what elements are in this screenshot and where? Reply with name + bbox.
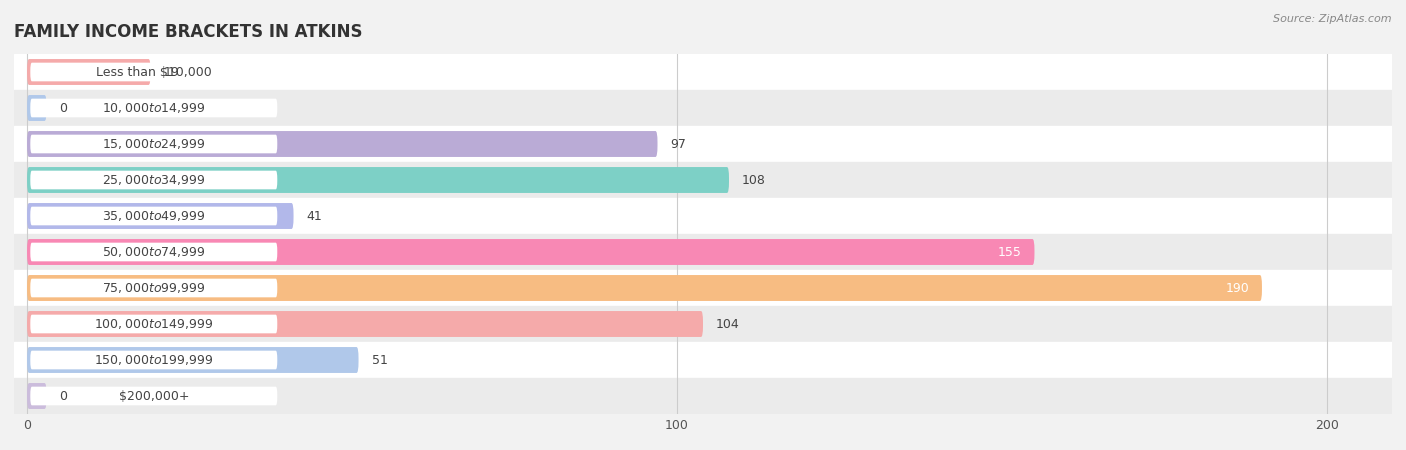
Text: $35,000 to $49,999: $35,000 to $49,999 [103,209,205,223]
Text: FAMILY INCOME BRACKETS IN ATKINS: FAMILY INCOME BRACKETS IN ATKINS [14,23,363,41]
FancyBboxPatch shape [31,135,277,153]
Bar [14,342,1392,378]
FancyBboxPatch shape [31,63,277,81]
Text: $50,000 to $74,999: $50,000 to $74,999 [103,245,205,259]
Text: 51: 51 [371,354,388,366]
Text: Less than $10,000: Less than $10,000 [96,66,212,78]
FancyBboxPatch shape [27,275,1263,301]
FancyBboxPatch shape [27,239,1035,265]
Bar [14,270,1392,306]
Bar [14,126,1392,162]
FancyBboxPatch shape [27,95,46,121]
FancyBboxPatch shape [27,383,46,409]
Bar [14,306,1392,342]
Bar [14,234,1392,270]
FancyBboxPatch shape [31,279,277,297]
Bar [14,90,1392,126]
Bar [14,198,1392,234]
FancyBboxPatch shape [31,387,277,405]
FancyBboxPatch shape [27,203,294,229]
Text: 97: 97 [671,138,686,150]
Text: $75,000 to $99,999: $75,000 to $99,999 [103,281,205,295]
FancyBboxPatch shape [27,347,359,373]
FancyBboxPatch shape [27,311,703,337]
Text: 0: 0 [59,390,67,402]
Text: 0: 0 [59,102,67,114]
FancyBboxPatch shape [31,99,277,117]
Text: Source: ZipAtlas.com: Source: ZipAtlas.com [1274,14,1392,23]
Text: $200,000+: $200,000+ [118,390,188,402]
Text: $25,000 to $34,999: $25,000 to $34,999 [103,173,205,187]
Text: $15,000 to $24,999: $15,000 to $24,999 [103,137,205,151]
Text: $150,000 to $199,999: $150,000 to $199,999 [94,353,214,367]
Text: 190: 190 [1225,282,1249,294]
FancyBboxPatch shape [27,59,150,85]
Text: $10,000 to $14,999: $10,000 to $14,999 [103,101,205,115]
Bar [14,54,1392,90]
Text: 108: 108 [742,174,766,186]
Text: 41: 41 [307,210,322,222]
Text: 155: 155 [998,246,1022,258]
Bar [14,378,1392,414]
Text: 19: 19 [163,66,180,78]
FancyBboxPatch shape [27,167,728,193]
FancyBboxPatch shape [31,207,277,225]
Text: 104: 104 [716,318,740,330]
FancyBboxPatch shape [31,315,277,333]
FancyBboxPatch shape [27,131,658,157]
Bar [14,162,1392,198]
FancyBboxPatch shape [31,171,277,189]
FancyBboxPatch shape [31,243,277,261]
Text: $100,000 to $149,999: $100,000 to $149,999 [94,317,214,331]
FancyBboxPatch shape [31,351,277,369]
